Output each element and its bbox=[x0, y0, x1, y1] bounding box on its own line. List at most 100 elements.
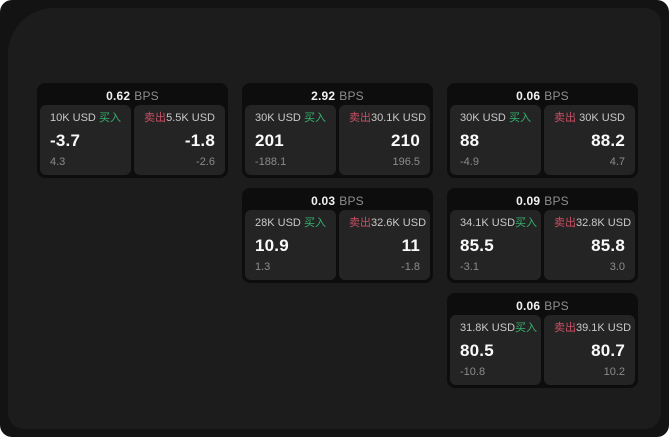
sell-top-row: 卖出 30.1K USD bbox=[349, 112, 426, 125]
card-header: 0.62 BPS bbox=[40, 86, 225, 105]
bps-value: 2.92 bbox=[311, 88, 336, 103]
bps-value: 0.03 bbox=[311, 193, 336, 208]
bps-value: 0.09 bbox=[516, 193, 541, 208]
buy-primary-value: 201 bbox=[255, 131, 284, 150]
bps-value: 0.62 bbox=[106, 88, 131, 103]
sell-primary-value: 88.2 bbox=[591, 131, 625, 150]
buy-amount-label: 30K USD bbox=[460, 112, 506, 124]
bps-unit-label: BPS bbox=[134, 88, 159, 103]
bps-value: 0.06 bbox=[516, 298, 541, 313]
quote-cards-grid: 0.62 BPS 10K USD 买入 -3.7 4.3 卖出 5.5K USD… bbox=[37, 83, 638, 388]
card-panels: 30K USD 买入 201 -188.1 卖出 30.1K USD 210 1… bbox=[245, 105, 430, 175]
buy-top-row: 28K USD 买入 bbox=[255, 217, 326, 230]
quote-card[interactable]: 0.62 BPS 10K USD 买入 -3.7 4.3 卖出 5.5K USD… bbox=[37, 83, 228, 178]
bps-value: 0.06 bbox=[516, 88, 541, 103]
quote-card[interactable]: 0.06 BPS 30K USD 买入 88 -4.9 卖出 30K USD 8… bbox=[447, 83, 638, 178]
buy-secondary-value: -3.1 bbox=[460, 261, 479, 273]
sell-quote-panel[interactable]: 卖出 32.6K USD 11 -1.8 bbox=[339, 210, 430, 280]
sell-primary-value: 11 bbox=[401, 236, 420, 255]
buy-secondary-value: -4.9 bbox=[460, 156, 479, 168]
sell-amount-label: 30K USD bbox=[579, 112, 625, 124]
buy-side-tag[interactable]: 买入 bbox=[304, 217, 326, 229]
bps-unit-label: BPS bbox=[339, 193, 364, 208]
quote-card[interactable]: 0.03 BPS 28K USD 买入 10.9 1.3 卖出 32.6K US… bbox=[242, 188, 433, 283]
sell-side-tag[interactable]: 卖出 bbox=[554, 217, 576, 229]
buy-amount-label: 30K USD bbox=[255, 112, 301, 124]
sell-amount-label: 30.1K USD bbox=[371, 112, 427, 124]
buy-side-tag[interactable]: 买入 bbox=[515, 322, 538, 334]
card-header: 0.09 BPS bbox=[450, 191, 635, 210]
card-panels: 34.1K USD 买入 85.5 -3.1 卖出 32.8K USD 85.8… bbox=[450, 210, 635, 280]
buy-secondary-value: -188.1 bbox=[255, 156, 287, 168]
buy-primary-value: 10.9 bbox=[255, 236, 289, 255]
quote-card[interactable]: 0.06 BPS 31.8K USD 买入 80.5 -10.8 卖出 39.1… bbox=[447, 293, 638, 388]
sell-primary-value: 210 bbox=[391, 131, 420, 150]
sell-top-row: 卖出 30K USD bbox=[554, 112, 625, 125]
sell-amount-label: 32.8K USD bbox=[576, 217, 632, 229]
sell-top-row: 卖出 39.1K USD bbox=[554, 322, 631, 335]
buy-quote-panel[interactable]: 30K USD 买入 201 -188.1 bbox=[245, 105, 336, 175]
buy-side-tag[interactable]: 买入 bbox=[509, 112, 531, 124]
sell-amount-label: 5.5K USD bbox=[166, 112, 215, 124]
buy-primary-value: -3.7 bbox=[50, 131, 81, 150]
buy-primary-value: 88 bbox=[460, 131, 480, 150]
bps-unit-label: BPS bbox=[339, 88, 364, 103]
sell-primary-value: -1.8 bbox=[184, 131, 215, 150]
sell-secondary-value: -1.8 bbox=[401, 261, 420, 273]
card-panels: 28K USD 买入 10.9 1.3 卖出 32.6K USD 11 -1.8 bbox=[245, 210, 430, 280]
buy-top-row: 30K USD 买入 bbox=[460, 112, 531, 125]
sell-primary-value: 85.8 bbox=[591, 236, 625, 255]
buy-amount-label: 28K USD bbox=[255, 217, 301, 229]
buy-secondary-value: 1.3 bbox=[255, 261, 271, 273]
sell-quote-panel[interactable]: 卖出 32.8K USD 85.8 3.0 bbox=[544, 210, 635, 280]
sell-side-tag[interactable]: 卖出 bbox=[349, 112, 371, 124]
sell-side-tag[interactable]: 卖出 bbox=[144, 112, 166, 124]
sell-amount-label: 39.1K USD bbox=[576, 322, 632, 334]
sell-side-tag[interactable]: 卖出 bbox=[554, 322, 576, 334]
sell-top-row: 卖出 32.8K USD bbox=[554, 217, 631, 230]
card-panels: 31.8K USD 买入 80.5 -10.8 卖出 39.1K USD 80.… bbox=[450, 315, 635, 385]
buy-side-tag[interactable]: 买入 bbox=[304, 112, 326, 124]
buy-quote-panel[interactable]: 10K USD 买入 -3.7 4.3 bbox=[40, 105, 131, 175]
buy-side-tag[interactable]: 买入 bbox=[515, 217, 538, 229]
sell-secondary-value: 196.5 bbox=[392, 156, 420, 168]
bps-unit-label: BPS bbox=[544, 193, 569, 208]
buy-secondary-value: 4.3 bbox=[50, 156, 66, 168]
card-header: 0.06 BPS bbox=[450, 296, 635, 315]
sell-secondary-value: 4.7 bbox=[609, 156, 625, 168]
quote-card[interactable]: 0.09 BPS 34.1K USD 买入 85.5 -3.1 卖出 32.8K… bbox=[447, 188, 638, 283]
bps-unit-label: BPS bbox=[544, 298, 569, 313]
buy-top-row: 30K USD 买入 bbox=[255, 112, 326, 125]
quote-card[interactable]: 2.92 BPS 30K USD 买入 201 -188.1 卖出 30.1K … bbox=[242, 83, 433, 178]
sell-primary-value: 80.7 bbox=[591, 341, 625, 360]
sell-quote-panel[interactable]: 卖出 30.1K USD 210 196.5 bbox=[339, 105, 430, 175]
buy-quote-panel[interactable]: 30K USD 买入 88 -4.9 bbox=[450, 105, 541, 175]
sell-side-tag[interactable]: 卖出 bbox=[554, 112, 576, 124]
sell-quote-panel[interactable]: 卖出 39.1K USD 80.7 10.2 bbox=[544, 315, 635, 385]
buy-top-row: 31.8K USD 买入 bbox=[460, 322, 537, 335]
buy-amount-label: 10K USD bbox=[50, 112, 96, 124]
card-header: 2.92 BPS bbox=[245, 86, 430, 105]
buy-quote-panel[interactable]: 34.1K USD 买入 85.5 -3.1 bbox=[450, 210, 541, 280]
buy-primary-value: 85.5 bbox=[460, 236, 494, 255]
buy-top-row: 10K USD 买入 bbox=[50, 112, 121, 125]
sell-secondary-value: -2.6 bbox=[196, 156, 215, 168]
bps-unit-label: BPS bbox=[544, 88, 569, 103]
card-header: 0.03 BPS bbox=[245, 191, 430, 210]
sell-quote-panel[interactable]: 卖出 5.5K USD -1.8 -2.6 bbox=[134, 105, 225, 175]
sell-amount-label: 32.6K USD bbox=[371, 217, 427, 229]
card-header: 0.06 BPS bbox=[450, 86, 635, 105]
buy-side-tag[interactable]: 买入 bbox=[99, 112, 121, 124]
card-panels: 30K USD 买入 88 -4.9 卖出 30K USD 88.2 4.7 bbox=[450, 105, 635, 175]
buy-quote-panel[interactable]: 31.8K USD 买入 80.5 -10.8 bbox=[450, 315, 541, 385]
sell-side-tag[interactable]: 卖出 bbox=[349, 217, 371, 229]
buy-top-row: 34.1K USD 买入 bbox=[460, 217, 537, 230]
sell-top-row: 卖出 32.6K USD bbox=[349, 217, 426, 230]
sell-secondary-value: 10.2 bbox=[603, 366, 625, 378]
buy-secondary-value: -10.8 bbox=[460, 366, 486, 378]
buy-amount-label: 34.1K USD bbox=[460, 217, 516, 229]
sell-quote-panel[interactable]: 卖出 30K USD 88.2 4.7 bbox=[544, 105, 635, 175]
sell-top-row: 卖出 5.5K USD bbox=[144, 112, 215, 125]
buy-quote-panel[interactable]: 28K USD 买入 10.9 1.3 bbox=[245, 210, 336, 280]
